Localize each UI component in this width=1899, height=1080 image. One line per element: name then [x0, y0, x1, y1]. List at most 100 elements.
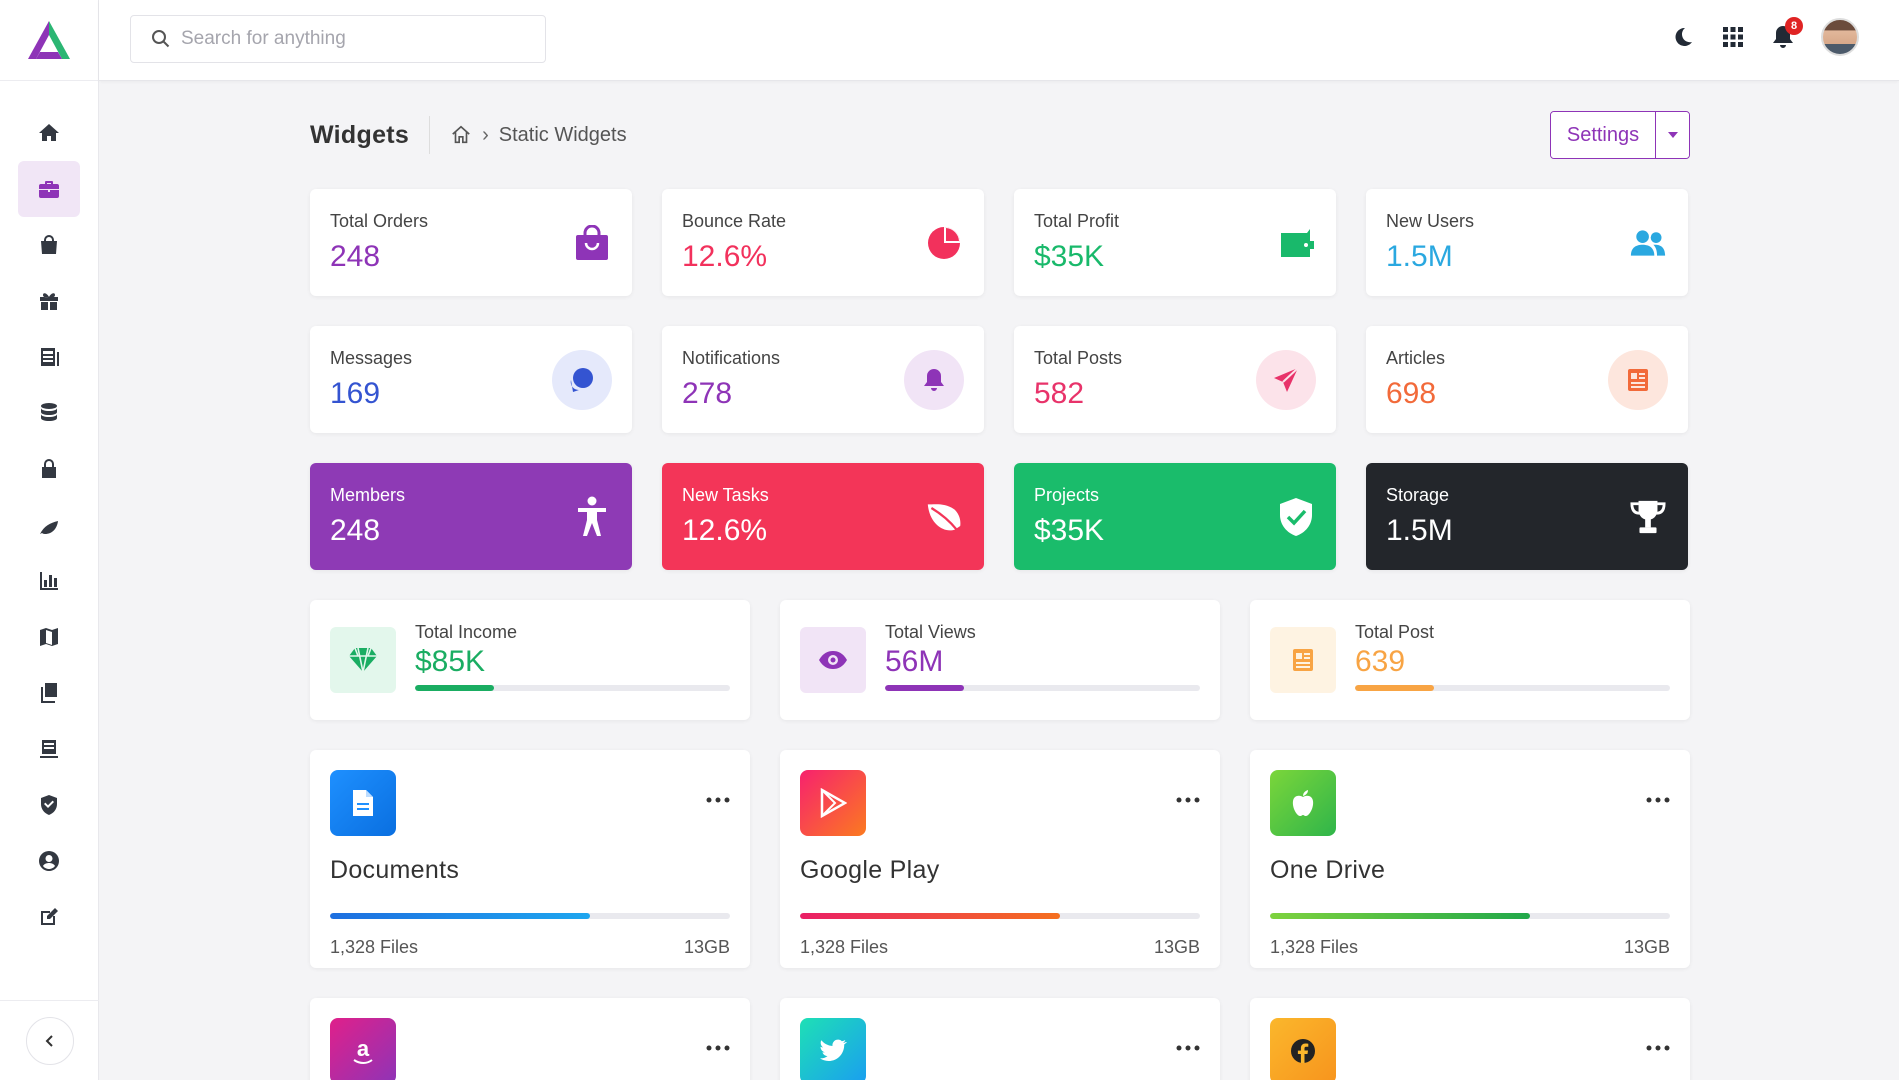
sidebar — [0, 0, 99, 1080]
settings-split-button: Settings — [1550, 111, 1690, 159]
stat-label: Total Orders — [330, 211, 429, 231]
stat-card-solid: Members 248 — [310, 463, 632, 570]
logo-icon — [28, 21, 70, 59]
header-divider — [429, 116, 431, 154]
database-icon — [41, 403, 57, 421]
stat-label: Total Posts — [1034, 348, 1123, 368]
app-card: Documents 1,328 Files 13GB — [310, 750, 750, 968]
app-card — [780, 998, 1220, 1080]
progress-value: 639 — [1355, 645, 1406, 678]
play-icon — [800, 770, 866, 836]
more-options-icon[interactable] — [1176, 1038, 1200, 1056]
more-options-icon[interactable] — [706, 1038, 730, 1056]
sidebar-item-maps[interactable] — [18, 609, 80, 665]
main-content: Widgets › Static Widgets Settings Total … — [310, 81, 1690, 1080]
stat-value: $35K — [1034, 514, 1105, 547]
stat-card-solid: Projects $35K — [1014, 463, 1336, 570]
page-header: Widgets › Static Widgets Settings — [310, 81, 1690, 189]
stat-value: 12.6% — [682, 514, 768, 547]
map-icon — [40, 628, 58, 646]
sidebar-item-security[interactable] — [18, 777, 80, 833]
user-circle-icon — [39, 851, 59, 871]
sidebar-item-shop[interactable] — [18, 217, 80, 273]
more-options-icon[interactable] — [1646, 1038, 1670, 1056]
stat-value: 12.6% — [682, 240, 768, 273]
stats-row-1: Total Orders 248 Bounce Rate 12.6% Total… — [310, 189, 1690, 296]
settings-dropdown-toggle[interactable] — [1655, 112, 1689, 158]
breadcrumb-home-icon[interactable] — [450, 124, 472, 146]
bell-icon — [904, 349, 964, 410]
app-name: Google Play — [800, 856, 940, 884]
document-icon — [330, 770, 396, 836]
sidebar-footer — [0, 1000, 99, 1080]
storage-size: 13GB — [683, 937, 730, 957]
sidebar-item-account[interactable] — [18, 833, 80, 889]
avatar[interactable] — [1821, 18, 1859, 56]
sidebar-item-widgets[interactable] — [18, 161, 80, 217]
app-footer: 1,328 Files 13GB — [800, 937, 1200, 958]
more-options-icon[interactable] — [1646, 790, 1670, 808]
stat-value: 1.5M — [1386, 240, 1453, 273]
sidebar-item-home[interactable] — [18, 105, 80, 161]
stats-row-3: Members 248 New Tasks 12.6% Projects $35… — [310, 463, 1690, 570]
stat-card: New Users 1.5M — [1366, 189, 1688, 296]
sidebar-item-lock[interactable] — [18, 441, 80, 497]
stat-label: New Users — [1386, 211, 1475, 231]
amazon-icon: a — [330, 1018, 396, 1080]
sidebar-item-articles[interactable] — [18, 329, 80, 385]
stat-value: 698 — [1386, 377, 1437, 410]
more-options-icon[interactable] — [706, 790, 730, 808]
sidebar-item-database[interactable] — [18, 385, 80, 441]
wallet-icon — [1278, 225, 1314, 261]
progress-bar — [885, 685, 1200, 691]
newspaper-icon — [1270, 627, 1336, 693]
more-options-icon[interactable] — [1176, 790, 1200, 808]
topbar-actions: 8 — [1671, 17, 1859, 56]
app-name: One Drive — [1270, 856, 1386, 884]
stat-value: 169 — [330, 377, 381, 410]
storage-bar-fill — [1270, 913, 1530, 919]
app-card — [1250, 998, 1690, 1080]
stat-label: Articles — [1386, 348, 1446, 368]
sidebar-item-gifts[interactable] — [18, 273, 80, 329]
settings-button[interactable]: Settings — [1551, 112, 1655, 158]
sidebar-item-charts[interactable] — [18, 553, 80, 609]
storage-bar — [330, 913, 730, 919]
stat-label: Storage — [1386, 485, 1450, 505]
facebook-icon — [1270, 1018, 1336, 1080]
bar-chart-icon — [40, 572, 58, 590]
gift-icon — [40, 293, 58, 310]
storage-bar-fill — [330, 913, 590, 919]
apps-button[interactable] — [1721, 25, 1745, 49]
search-input[interactable] — [181, 28, 521, 50]
sidebar-item-editor[interactable] — [18, 889, 80, 945]
storage-bar — [800, 913, 1200, 919]
newspaper-icon — [41, 348, 59, 366]
edit-icon — [41, 908, 58, 925]
briefcase-icon — [39, 181, 59, 198]
notifications-button[interactable]: 8 — [1771, 17, 1803, 49]
side-nav — [0, 81, 98, 945]
stat-card: Total Orders 248 — [310, 189, 632, 296]
stat-value: 278 — [682, 377, 733, 410]
stat-card: Bounce Rate 12.6% — [662, 189, 984, 296]
app-name: Documents — [330, 856, 460, 884]
collapse-sidebar-button[interactable] — [25, 1016, 74, 1065]
page-title: Widgets — [310, 120, 410, 149]
leaf-icon — [926, 499, 962, 535]
app-footer: 1,328 Files 13GB — [330, 937, 730, 958]
storage-bar — [1270, 913, 1670, 919]
topbar: 8 — [99, 0, 1899, 81]
users-icon — [1630, 225, 1666, 261]
app-card: Google Play 1,328 Files 13GB — [780, 750, 1220, 968]
progress-bar — [415, 685, 730, 691]
sidebar-item-eco[interactable] — [18, 497, 80, 553]
progress-card: Total Post 639 — [1250, 600, 1690, 720]
accessibility-icon — [574, 496, 610, 536]
sidebar-item-pages[interactable] — [18, 665, 80, 721]
stat-value: 582 — [1034, 377, 1085, 410]
sidebar-item-forms[interactable] — [18, 721, 80, 777]
dark-mode-toggle[interactable] — [1671, 25, 1695, 49]
logo[interactable] — [0, 0, 98, 81]
shield-check-icon — [1278, 497, 1314, 536]
